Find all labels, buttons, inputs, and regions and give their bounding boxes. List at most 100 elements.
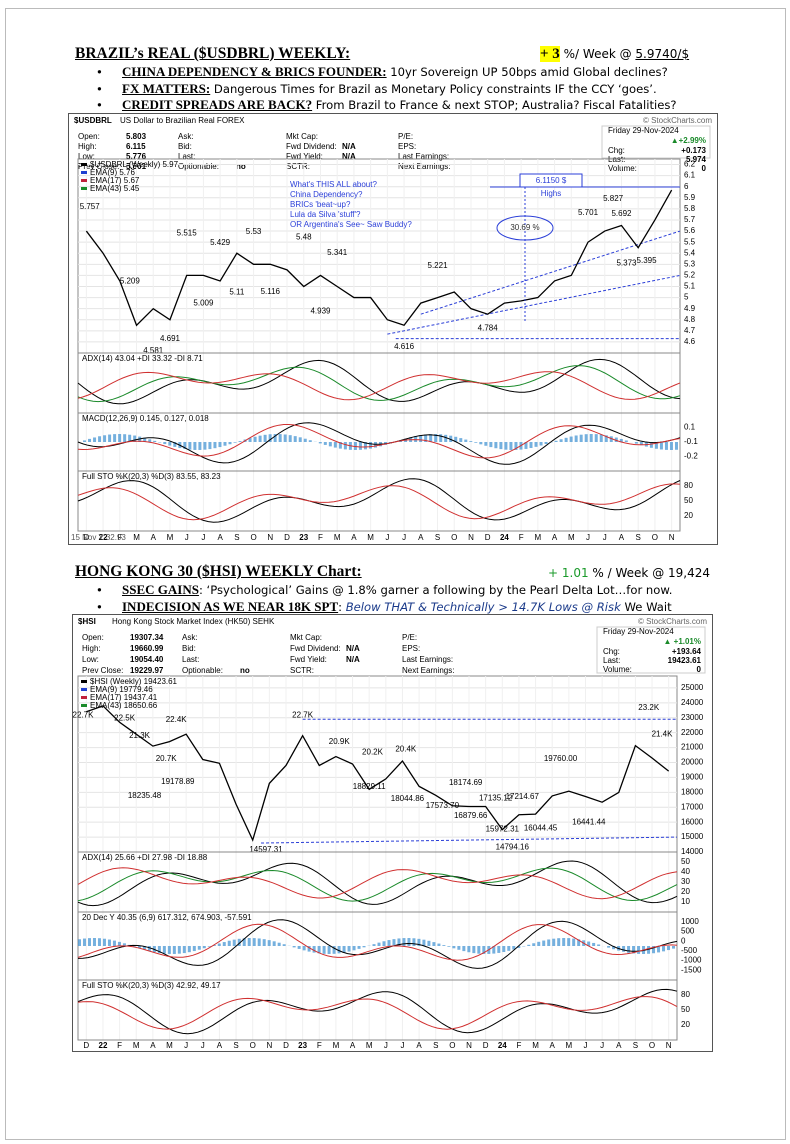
- histogram-bar: [452, 946, 456, 949]
- price-label: 17573.70: [426, 801, 460, 810]
- histogram-bar: [242, 938, 246, 946]
- info-label: Next Earnings:: [402, 666, 454, 675]
- info-value: 19660.99: [130, 644, 164, 653]
- histogram-bar: [574, 435, 578, 442]
- histogram-bar: [609, 436, 613, 442]
- quote-value: 19423.61: [668, 656, 702, 665]
- annotation: China Dependency?: [290, 190, 363, 199]
- histogram-bar: [482, 946, 486, 954]
- bullet-text: From Brazil to France & next STOP; Austr…: [315, 98, 677, 112]
- bullet: FX MATTERS: Dangerous Times for Brazil a…: [96, 81, 677, 98]
- indicator-tick: 500: [681, 927, 695, 936]
- histogram-bar: [283, 434, 287, 442]
- histogram-bar: [544, 442, 548, 444]
- histogram-bar: [122, 943, 126, 946]
- info-label: Bid:: [182, 644, 196, 653]
- histogram-bar: [564, 437, 568, 442]
- bullet: SSEC GAINS: ‘Psychological’ Gains @ 1.8%…: [96, 582, 672, 599]
- legend-swatch: [81, 171, 87, 174]
- info-label: Fwd Yield:: [286, 152, 323, 161]
- quote-date: Friday 29-Nov-2024: [608, 126, 679, 135]
- histogram-bar: [253, 436, 257, 442]
- histogram-bar: [297, 946, 301, 949]
- histogram-bar: [659, 442, 663, 450]
- bullet-text: :: [338, 599, 343, 614]
- histogram-bar: [353, 442, 357, 450]
- histogram-bar: [233, 442, 237, 443]
- histogram-bar: [557, 938, 561, 946]
- histogram-bar: [569, 436, 573, 442]
- indicator-tick: 20: [684, 511, 693, 520]
- histogram-bar: [454, 436, 458, 442]
- indicator-tick: 50: [681, 857, 690, 866]
- x-tick-label: A: [350, 1041, 356, 1050]
- histogram-bar: [113, 434, 117, 442]
- quote-box: [596, 626, 706, 674]
- histogram-bar: [467, 946, 471, 953]
- x-tick-label: J: [400, 1041, 404, 1050]
- section-heading: BRAZIL’s REAL ($USDBRL) WEEKLY:: [75, 45, 351, 62]
- x-tick-label: J: [402, 533, 406, 542]
- histogram-bar: [292, 946, 296, 948]
- x-tick-label: J: [201, 1041, 205, 1050]
- histogram-bar: [599, 434, 603, 442]
- histogram-bar: [177, 946, 181, 954]
- histogram-bar: [567, 938, 571, 946]
- histogram-bar: [579, 434, 583, 442]
- y-tick-label: 5.6: [684, 226, 696, 235]
- x-tick-label: A: [552, 533, 558, 542]
- price-label: 21.4K: [652, 730, 674, 739]
- histogram-bar: [102, 938, 106, 946]
- histogram-bar: [187, 946, 191, 953]
- info-label: Open:: [82, 633, 104, 642]
- quote-label: Volume:: [603, 665, 632, 674]
- histogram-bar: [198, 442, 202, 450]
- histogram-bar: [667, 946, 671, 951]
- histogram-bar: [449, 435, 453, 442]
- histogram-bar: [484, 442, 488, 446]
- histogram-bar: [674, 442, 678, 450]
- x-tick-label: J: [586, 533, 590, 542]
- histogram-bar: [362, 946, 366, 948]
- x-tick-label: O: [652, 533, 658, 542]
- annotation: BRICs 'beat~up?: [290, 200, 351, 209]
- histogram-bar: [534, 442, 538, 447]
- histogram-bar: [584, 434, 588, 442]
- info-value: 19307.34: [130, 633, 164, 642]
- pct-text: 30.69 %: [510, 223, 539, 232]
- indicator-line: [77, 919, 678, 969]
- y-tick-label: 5.3: [684, 259, 696, 268]
- histogram-bar: [397, 938, 401, 946]
- symbol-name: US Dollar to Brazilian Real FOREX: [120, 116, 245, 125]
- bullet-list: SSEC GAINS: ‘Psychological’ Gains @ 1.8%…: [96, 582, 672, 615]
- histogram-bar: [247, 938, 251, 946]
- histogram-bar: [652, 946, 656, 954]
- stock-chart: $HSI Hong Kong Stock Market Index (HK50) …: [72, 614, 713, 1052]
- price-label: 4.784: [478, 324, 499, 333]
- legend-entry: EMA(9) 5.76: [90, 168, 135, 177]
- histogram-bar: [108, 434, 112, 442]
- price-line: [85, 189, 673, 327]
- histogram-bar: [112, 940, 116, 946]
- histogram-bar: [469, 441, 473, 442]
- price-label: 15972.31: [486, 825, 520, 834]
- price-label: 5.48: [296, 232, 312, 241]
- histogram-bar: [577, 939, 581, 946]
- histogram-bar: [148, 439, 152, 442]
- histogram-bar: [382, 941, 386, 946]
- indicator-line: [77, 867, 678, 900]
- histogram-bar: [607, 946, 611, 948]
- histogram-bar: [92, 938, 96, 946]
- x-tick-label: J: [384, 1041, 388, 1050]
- x-tick-label: J: [603, 533, 607, 542]
- x-tick-label: D: [283, 1041, 289, 1050]
- x-tick-label: D: [485, 533, 491, 542]
- histogram-bar: [507, 946, 511, 951]
- info-label: Low:: [78, 152, 95, 161]
- price-label: 5.341: [327, 248, 348, 257]
- price-label: 5.116: [261, 287, 281, 296]
- histogram-bar: [664, 442, 668, 450]
- y-tick-label: 4.6: [684, 337, 696, 346]
- x-tick-label: J: [583, 1041, 587, 1050]
- x-tick-label: M: [334, 533, 341, 542]
